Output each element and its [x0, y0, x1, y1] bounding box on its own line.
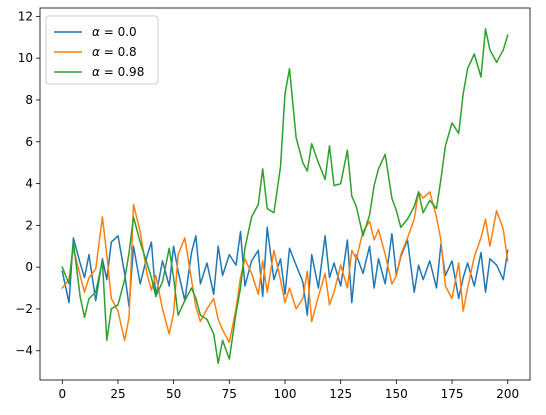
- y-tick-label: 8: [25, 93, 33, 107]
- x-tick-label: 50: [166, 387, 181, 401]
- y-tick-label: −4: [15, 344, 33, 358]
- series-line-0: [61, 226, 509, 316]
- x-tick-label: 125: [329, 387, 352, 401]
- axes-layer: 0 25 50 75 100 125 150 175 200 −4 −2 0 2 4 6 8 10 12: [15, 7, 531, 401]
- series-line-1: [61, 191, 509, 344]
- legend: α = 0.0 α = 0.8 α = 0.98: [45, 15, 159, 85]
- series-line-2: [61, 28, 509, 365]
- y-tick-label: 4: [25, 177, 33, 191]
- y-tick-label: 12: [18, 9, 33, 23]
- y-tick-label: 10: [18, 51, 33, 65]
- x-tick-label: 175: [441, 387, 464, 401]
- x-tick-label: 25: [110, 387, 125, 401]
- y-tick-label: −2: [15, 302, 33, 316]
- y-tick-label: 6: [25, 135, 33, 149]
- x-tick-label: 150: [385, 387, 408, 401]
- legend-label-0: α = 0.0: [92, 25, 137, 39]
- y-tick-label: 0: [25, 260, 33, 274]
- series-layer: [61, 28, 509, 365]
- legend-label-2: α = 0.98: [92, 65, 144, 79]
- x-tick-label: 75: [222, 387, 237, 401]
- y-tick-label: 2: [25, 218, 33, 232]
- x-tick-label: 100: [274, 387, 297, 401]
- legend-box: [45, 15, 159, 85]
- x-tick-label: 200: [496, 387, 519, 401]
- legend-label-1: α = 0.8: [92, 45, 137, 59]
- x-tick-label: 0: [58, 387, 66, 401]
